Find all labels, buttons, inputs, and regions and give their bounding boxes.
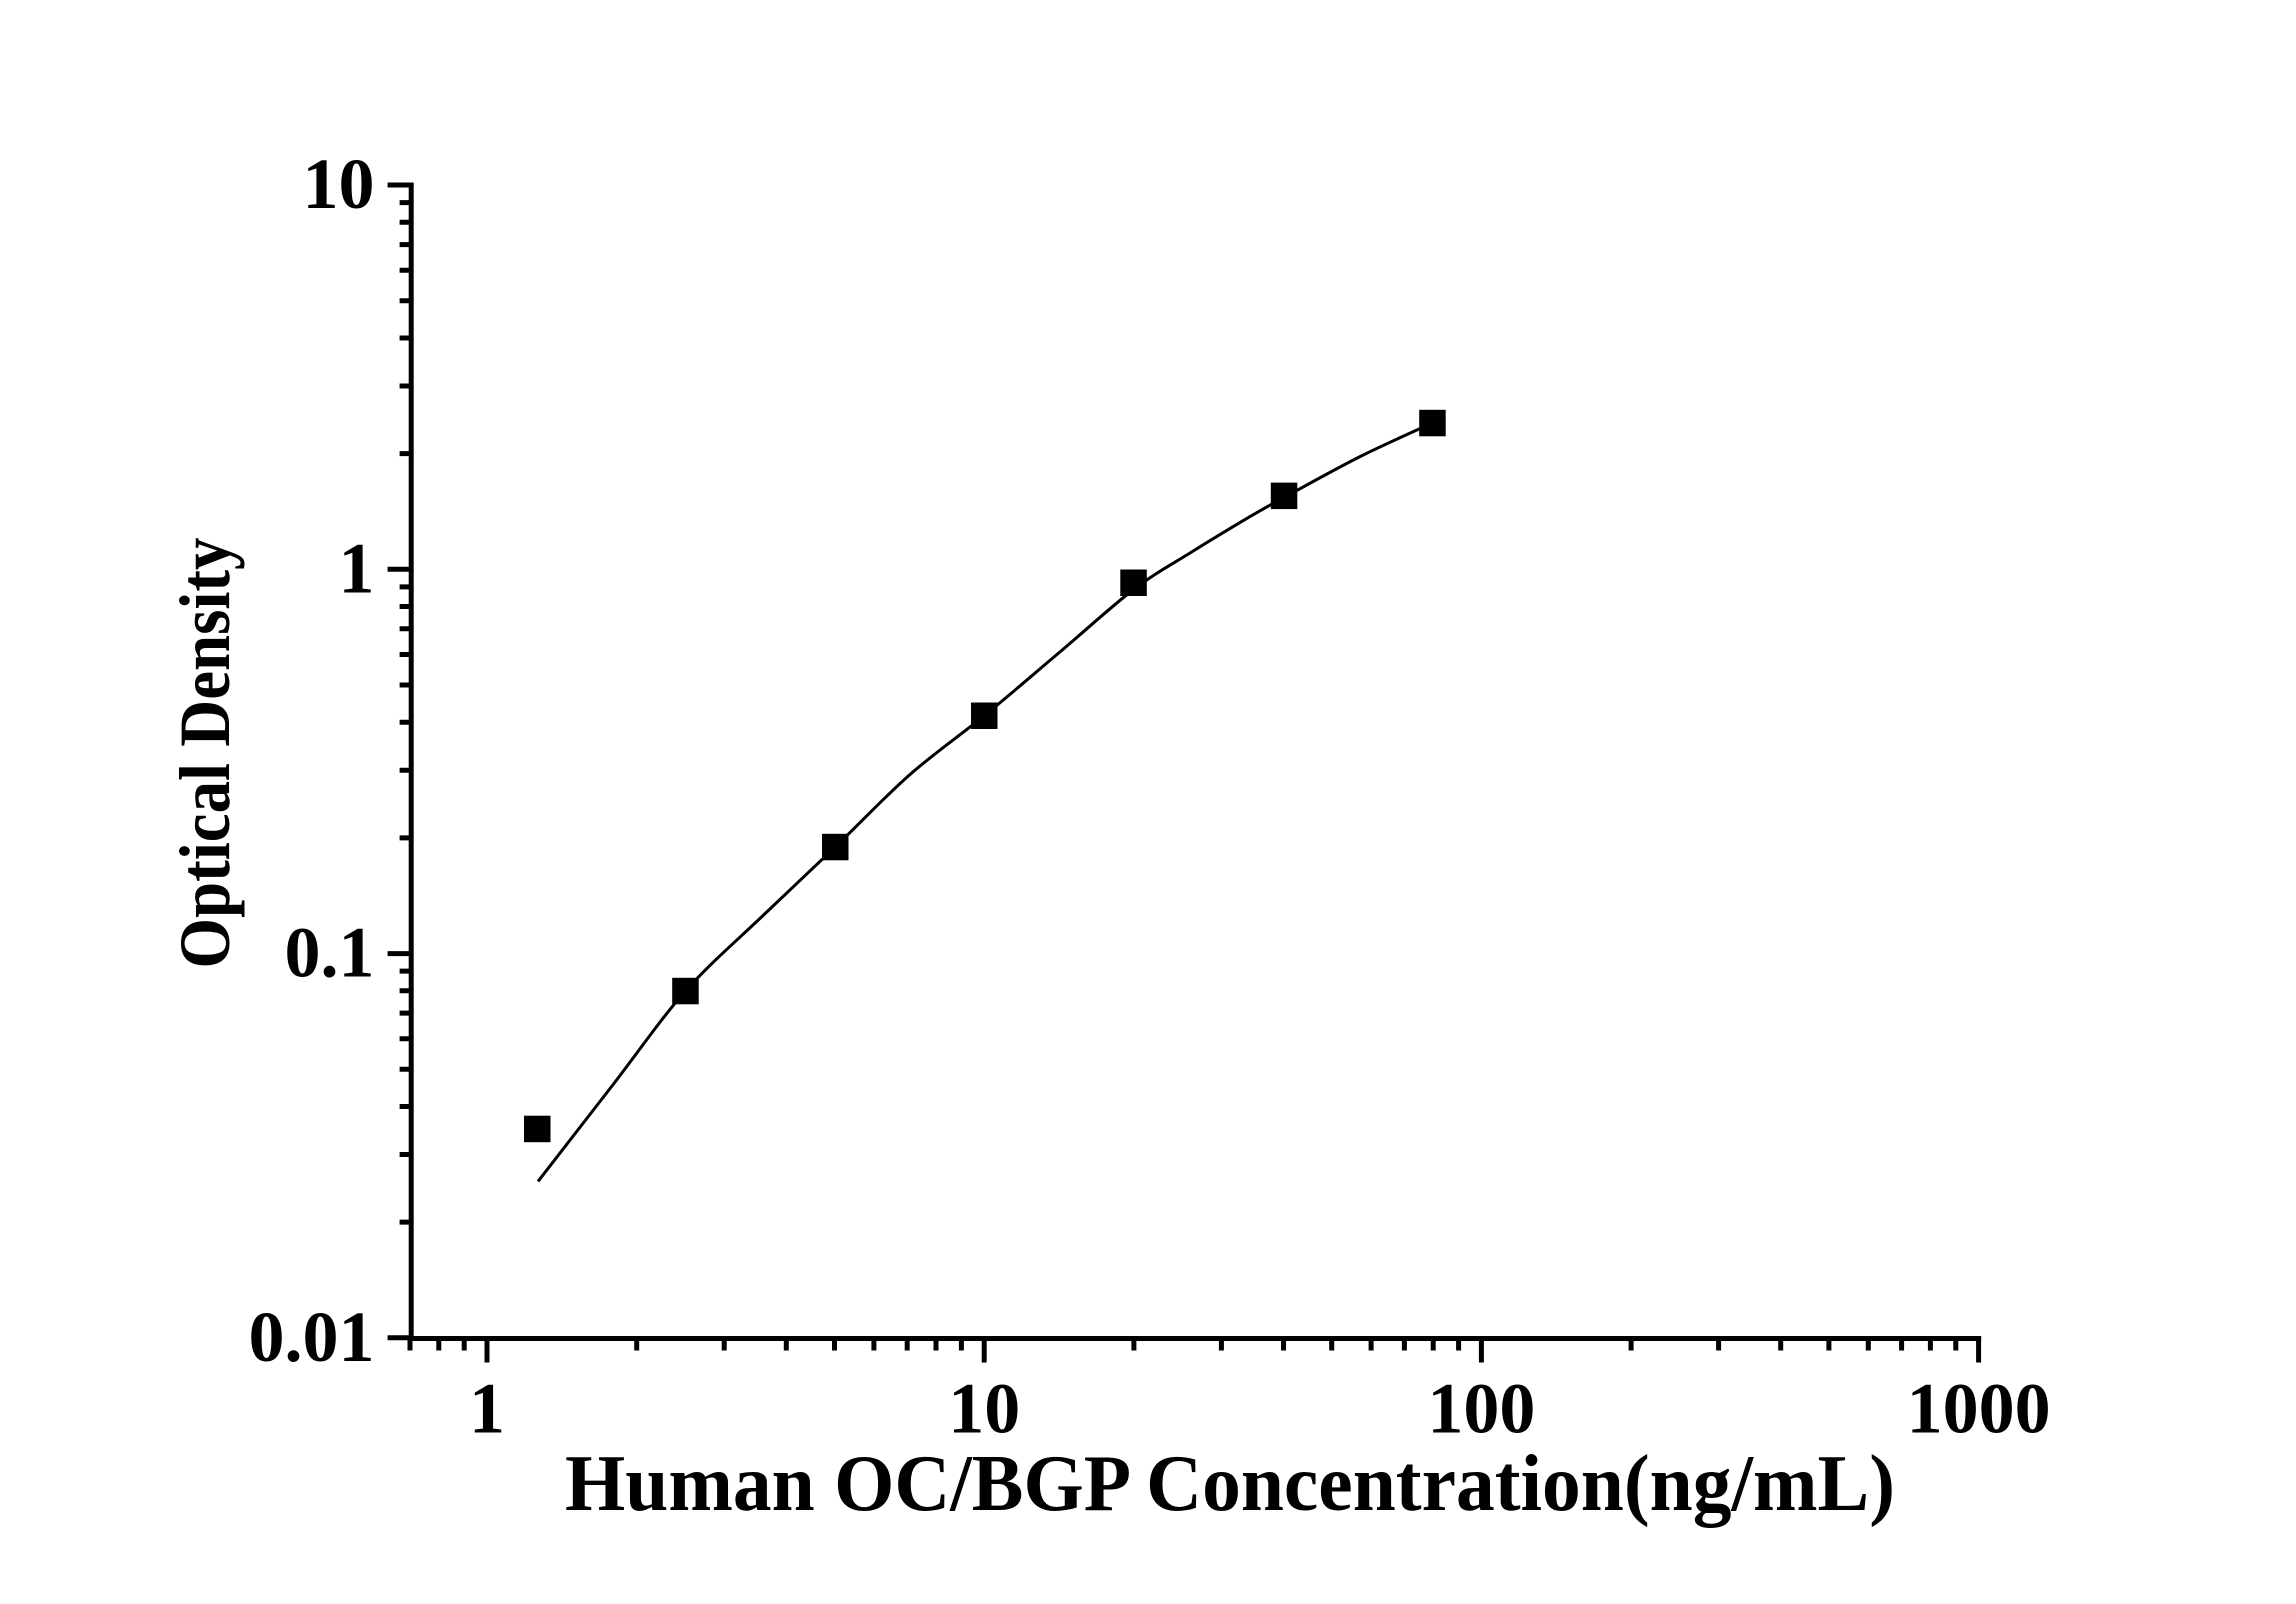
svg-text:0.1: 0.1: [285, 913, 375, 993]
svg-text:Optical Density: Optical Density: [165, 538, 245, 969]
svg-text:0.01: 0.01: [249, 1297, 375, 1377]
svg-text:1: 1: [469, 1369, 505, 1449]
svg-text:1000: 1000: [1907, 1369, 2051, 1449]
svg-text:1: 1: [339, 528, 375, 608]
svg-text:Human OC/BGP Concentration(ng/: Human OC/BGP Concentration(ng/mL): [565, 1440, 1895, 1528]
svg-text:10: 10: [303, 144, 375, 224]
svg-text:10: 10: [948, 1369, 1020, 1449]
svg-text:100: 100: [1427, 1369, 1535, 1449]
